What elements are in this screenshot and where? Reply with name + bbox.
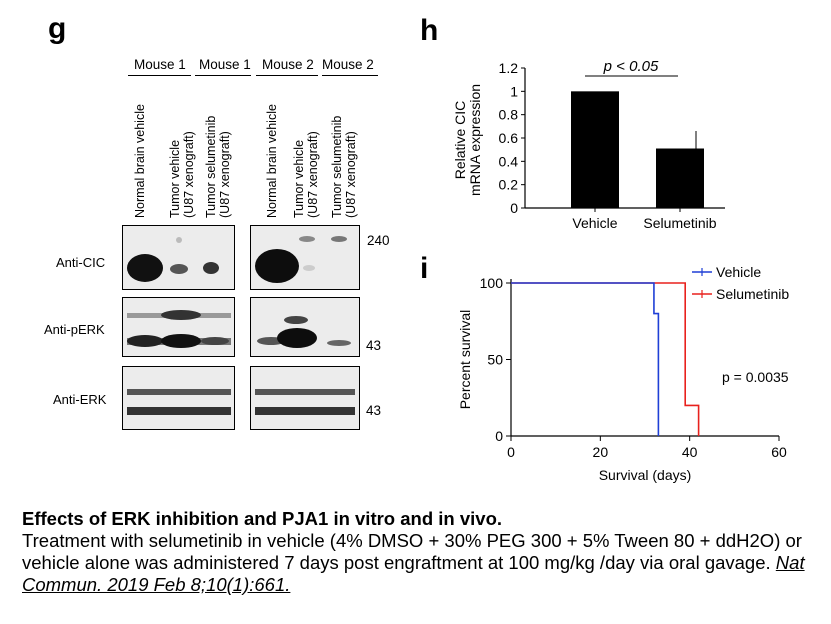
y-axis-label: Percent survival xyxy=(457,310,473,410)
lane-label: Tumor vehicle (U87 xenograft) xyxy=(292,131,320,218)
bar xyxy=(571,91,619,208)
mw-marker-43: 43 xyxy=(366,338,382,353)
y-tick-label: 0.6 xyxy=(499,130,519,146)
y-tick-label: 0 xyxy=(495,428,503,444)
blot-erk-mouse1 xyxy=(122,366,235,430)
panel-letter-i: i xyxy=(420,252,429,285)
y-axis-label-line: Relative CIC xyxy=(452,101,468,180)
bar xyxy=(656,148,704,208)
lane-label: Tumor selumetinib (U87 xenograft) xyxy=(204,115,232,218)
lane-label: Normal brain vehicle xyxy=(265,104,279,218)
x-tick-label: Selumetinib xyxy=(643,215,716,231)
caption-citation-link[interactable]: Nat Commun. 2019 Feb 8;10(1):661. xyxy=(22,552,805,595)
mw-marker-43: 43 xyxy=(366,403,382,418)
y-tick-label: 0.4 xyxy=(499,153,519,169)
mouse-group-underline xyxy=(195,75,251,76)
blot-cic-mouse1 xyxy=(122,225,235,290)
mouse-group-label: Mouse 2 xyxy=(262,57,314,72)
y-tick-label: 0.2 xyxy=(499,177,519,193)
blot-row-label-cic: Anti-CIC xyxy=(56,255,106,270)
blot-row-label-perk: Anti-pERK xyxy=(44,322,105,337)
blot-perk-mouse2 xyxy=(250,297,360,357)
blot-erk-mouse2 xyxy=(250,366,360,430)
x-tick-label: 60 xyxy=(771,444,787,460)
caption-title: Effects of ERK inhibition and PJA1 in vi… xyxy=(22,508,503,529)
panel-letter-g: g xyxy=(48,12,67,45)
y-axis-label: Relative CICmRNA expression xyxy=(452,84,483,196)
lane-label: Tumor selumetinib (U87 xenograft) xyxy=(330,115,358,218)
y-tick-label: 0.8 xyxy=(499,107,519,123)
lane-label: Tumor vehicle (U87 xenograft) xyxy=(168,131,196,218)
chart-h-bar: 0 0.2 0.4 0.6 0.8 1 1.2 Vehicle Selumetinib p < 0… xyxy=(452,58,725,231)
chart-i-survival: 0 50 100 0 20 40 60 Survival (days) Percent surv… xyxy=(457,264,789,483)
legend-label: Selumetinib xyxy=(716,286,789,302)
y-tick-label: 50 xyxy=(487,352,503,368)
survival-line-selumetinib xyxy=(511,282,700,436)
x-tick-label: Vehicle xyxy=(572,215,617,231)
y-tick-label: 0 xyxy=(510,200,518,216)
mw-marker-240: 240 xyxy=(367,233,390,248)
caption-text: Treatment with selumetinib in vehicle (4… xyxy=(22,530,802,573)
x-axis-label: Survival (days) xyxy=(599,467,692,483)
y-tick-label: 1.2 xyxy=(499,60,519,76)
mouse-group-label: Mouse 1 xyxy=(134,57,186,72)
y-tick-label: 1 xyxy=(510,83,518,99)
y-axis-label-line: mRNA expression xyxy=(467,84,483,196)
x-tick-label: 0 xyxy=(507,444,515,460)
mouse-group-underline xyxy=(256,75,318,76)
blot-perk-mouse1 xyxy=(122,297,235,357)
blot-row-label-erk: Anti-ERK xyxy=(53,392,107,407)
y-tick-label: 100 xyxy=(480,275,504,291)
blot-cic-mouse2 xyxy=(250,225,360,290)
mouse-group-underline xyxy=(128,75,191,76)
caption-body: Treatment with selumetinib in vehicle (4… xyxy=(22,530,822,596)
p-value-label: p = 0.0035 xyxy=(722,369,789,385)
mouse-group-label: Mouse 1 xyxy=(199,57,251,72)
survival-line-vehicle xyxy=(511,282,660,436)
lane-label: Normal brain vehicle xyxy=(133,104,147,218)
figure-caption: Effects of ERK inhibition and PJA1 in vi… xyxy=(22,508,822,596)
p-value-label: p < 0.05 xyxy=(603,58,659,75)
x-tick-label: 40 xyxy=(682,444,698,460)
panel-letter-h: h xyxy=(420,14,439,47)
x-tick-label: 20 xyxy=(593,444,609,460)
legend-label: Vehicle xyxy=(716,264,761,280)
mouse-group-underline xyxy=(322,75,378,76)
mouse-group-label: Mouse 2 xyxy=(322,57,374,72)
